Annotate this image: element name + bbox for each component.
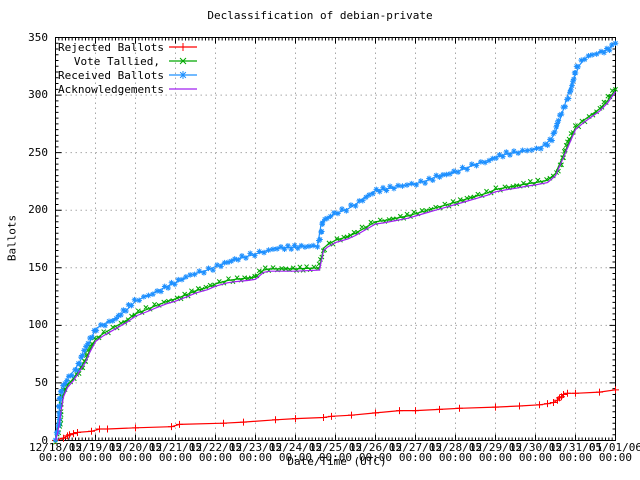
x-tick-label: 01/01/06 00:00 [589, 441, 640, 464]
x-tick-label: 12/30/05 00:00 [509, 441, 562, 464]
x-tick-label: 12/26/05 00:00 [349, 441, 402, 464]
legend-line-sample-icon [169, 57, 197, 65]
y-tick-label: 350 [28, 30, 48, 44]
x-tick-label: 12/27/05 00:00 [389, 441, 442, 464]
y-tick-label: 100 [28, 318, 48, 332]
x-tick-label: 12/28/05 00:00 [429, 441, 482, 464]
y-tick-label: 150 [28, 260, 48, 274]
x-axis-label: Date/Time (UTC) [287, 455, 387, 468]
x-tick-label: 12/20/05 00:00 [109, 441, 162, 464]
y-axis-label: Ballots [5, 214, 19, 262]
x-tick-label: 12/19/05 00:00 [69, 441, 122, 464]
legend-line-sample-icon [169, 43, 197, 51]
legend-line-sample-icon [169, 71, 197, 79]
y-tick-label: 200 [28, 203, 48, 217]
y-tick-label: 250 [28, 145, 48, 159]
x-tick-label: 12/23/05 00:00 [229, 441, 282, 464]
x-tick-label: 12/22/05 00:00 [189, 441, 242, 464]
x-tick-label: 12/29/05 00:00 [469, 441, 522, 464]
x-tick-label: 12/21/05 00:00 [149, 441, 202, 464]
legend-line-sample-icon [169, 88, 197, 90]
legend-row-acknowledgements: Acknowledgements [58, 82, 200, 96]
legend-label: Received Ballots [58, 68, 164, 82]
legend-row-rejected: Rejected Ballots [58, 40, 200, 54]
legend-label: Rejected Ballots [58, 40, 164, 54]
y-tick-label: 300 [28, 88, 48, 102]
legend-row-tallied: Vote Tallied, [58, 54, 200, 68]
x-tick-label: 12/25/05 00:00 [309, 441, 362, 464]
legend: Rejected Ballots Vote Tallied, Received … [58, 40, 200, 96]
x-tick-label: 12/18/05 00:00 [29, 441, 82, 464]
x-tick-label: 12/31/05 00:00 [549, 441, 602, 464]
legend-row-received: Received Ballots [58, 68, 200, 82]
y-tick-label: 0 [41, 433, 48, 447]
legend-label: Acknowledgements [58, 82, 164, 96]
legend-label: Vote Tallied, [73, 54, 160, 68]
chart-title: Declassification of debian-private [207, 9, 433, 22]
x-tick-label: 12/24/05 00:00 [269, 441, 322, 464]
y-tick-label: 50 [34, 375, 48, 389]
